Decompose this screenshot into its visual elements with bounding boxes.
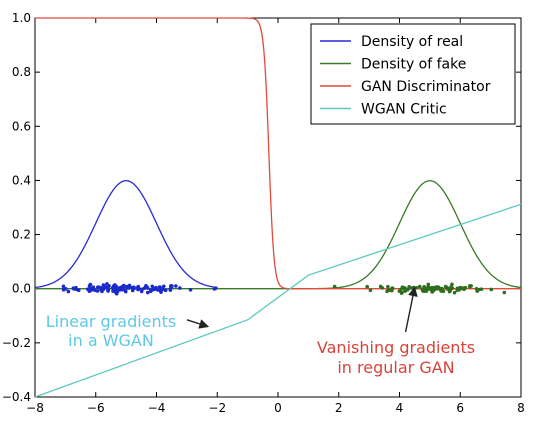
sample-point (155, 288, 160, 292)
sample-point (468, 284, 472, 288)
sample-point (95, 289, 100, 293)
sample-point (61, 284, 66, 289)
sample-point (76, 288, 81, 293)
sample-point (399, 291, 404, 295)
x-tick-label: −2 (208, 401, 226, 415)
axes: −8 −6 −4 −2 0 2 4 6 8 −0.4 −0.2 0.0 0.2 0.4 0.6 0.8 1.0 (2, 11, 525, 415)
sample-point (428, 287, 432, 291)
sample-point (447, 289, 452, 294)
sample-point (136, 284, 141, 289)
sample-point (386, 288, 391, 293)
sample-point (88, 282, 93, 287)
sample-point (450, 286, 455, 291)
sample-point (161, 284, 166, 289)
sample-point (139, 289, 144, 294)
sample-point (431, 285, 436, 290)
sample-point (378, 284, 383, 289)
sample-point (417, 284, 422, 289)
legend-label: GAN Discriminator (361, 79, 491, 95)
sample-point (150, 284, 155, 289)
sample-point (414, 285, 419, 290)
sample-point (160, 287, 165, 292)
sample-point (71, 286, 76, 291)
sample-point (386, 284, 390, 289)
annotation-gan-arrow (404, 286, 418, 333)
sample-point (106, 286, 111, 290)
sample-point (66, 289, 71, 294)
y-tick-label: −0.2 (2, 336, 31, 350)
x-tick-label: 6 (456, 401, 464, 415)
y-tick-label: 0.6 (12, 119, 31, 133)
y-tick-label: 0.4 (12, 173, 31, 187)
legend-label: WGAN Critic (361, 102, 447, 118)
x-tick-label: −4 (148, 401, 166, 415)
annotation-wgan-arrow (186, 319, 210, 329)
sample-point (188, 287, 193, 292)
legend-label: Density of fake (361, 57, 466, 73)
sample-point (443, 284, 448, 289)
sample-point (461, 286, 466, 290)
sample-point (214, 286, 218, 290)
x-tick-label: −8 (26, 401, 44, 415)
sample-point (178, 286, 182, 290)
annotation-line: Vanishing gradients (317, 338, 475, 357)
sample-point (436, 285, 440, 290)
y-tick-label: 0.2 (12, 228, 31, 242)
x-tick-label: −6 (87, 401, 105, 415)
sample-point (63, 287, 68, 291)
annotation-line: in a WGAN (68, 331, 154, 350)
legend: Density of real Density of fake GAN Discri… (310, 23, 516, 125)
y-tick-label: 0.8 (12, 65, 31, 79)
sample-point (174, 284, 178, 288)
sample-point (440, 287, 444, 291)
x-tick-label: 2 (335, 401, 343, 415)
sample-point (423, 286, 428, 291)
sample-point (123, 289, 128, 294)
sample-point (95, 285, 100, 290)
x-tick-label: 0 (274, 401, 282, 415)
annotations: Linear gradients in a WGAN Vanishing gradi… (46, 286, 475, 377)
sample-point (131, 286, 136, 290)
sample-point (148, 289, 153, 294)
sample-point (145, 290, 150, 295)
legend-label: Density of real (361, 34, 463, 50)
sample-point (145, 285, 149, 290)
sample-point (157, 285, 162, 290)
sample-point (390, 286, 395, 291)
sample-point (502, 290, 507, 295)
sample-point (452, 290, 457, 295)
sample-point (153, 286, 157, 291)
y-tick-label: 0.0 (12, 282, 31, 296)
sample-point (365, 284, 370, 289)
sample-point (457, 287, 462, 292)
x-tick-label: 4 (396, 401, 404, 415)
annotation-wgan-text: Linear gradients in a WGAN (46, 312, 177, 350)
sample-point (426, 282, 431, 287)
sample-point (368, 288, 373, 293)
y-tick-label: −0.4 (2, 390, 31, 404)
series-line-density-of-real (34, 180, 218, 289)
annotation-line: in regular GAN (337, 358, 454, 377)
y-tick-label: 1.0 (12, 11, 31, 25)
sample-point (126, 284, 131, 288)
x-tick-label: 8 (517, 401, 525, 415)
sample-point (489, 287, 494, 292)
sample-point (477, 287, 481, 292)
sample-point (163, 288, 168, 293)
sample-point (332, 284, 337, 289)
sample-point (120, 285, 125, 289)
series-line-density-of-fake (35, 180, 522, 290)
sample-point (110, 286, 115, 290)
sample-point (116, 289, 120, 293)
sample-point (89, 288, 94, 292)
series-line-wgan-critic (34, 203, 522, 398)
sample-points (61, 282, 507, 296)
sample-point (450, 282, 454, 287)
annotation-line: Linear gradients (46, 312, 177, 331)
annotation-gan-text: Vanishing gradients in regular GAN (317, 338, 475, 377)
sample-point (169, 285, 174, 289)
sample-point (101, 283, 106, 287)
sample-point (402, 286, 407, 291)
